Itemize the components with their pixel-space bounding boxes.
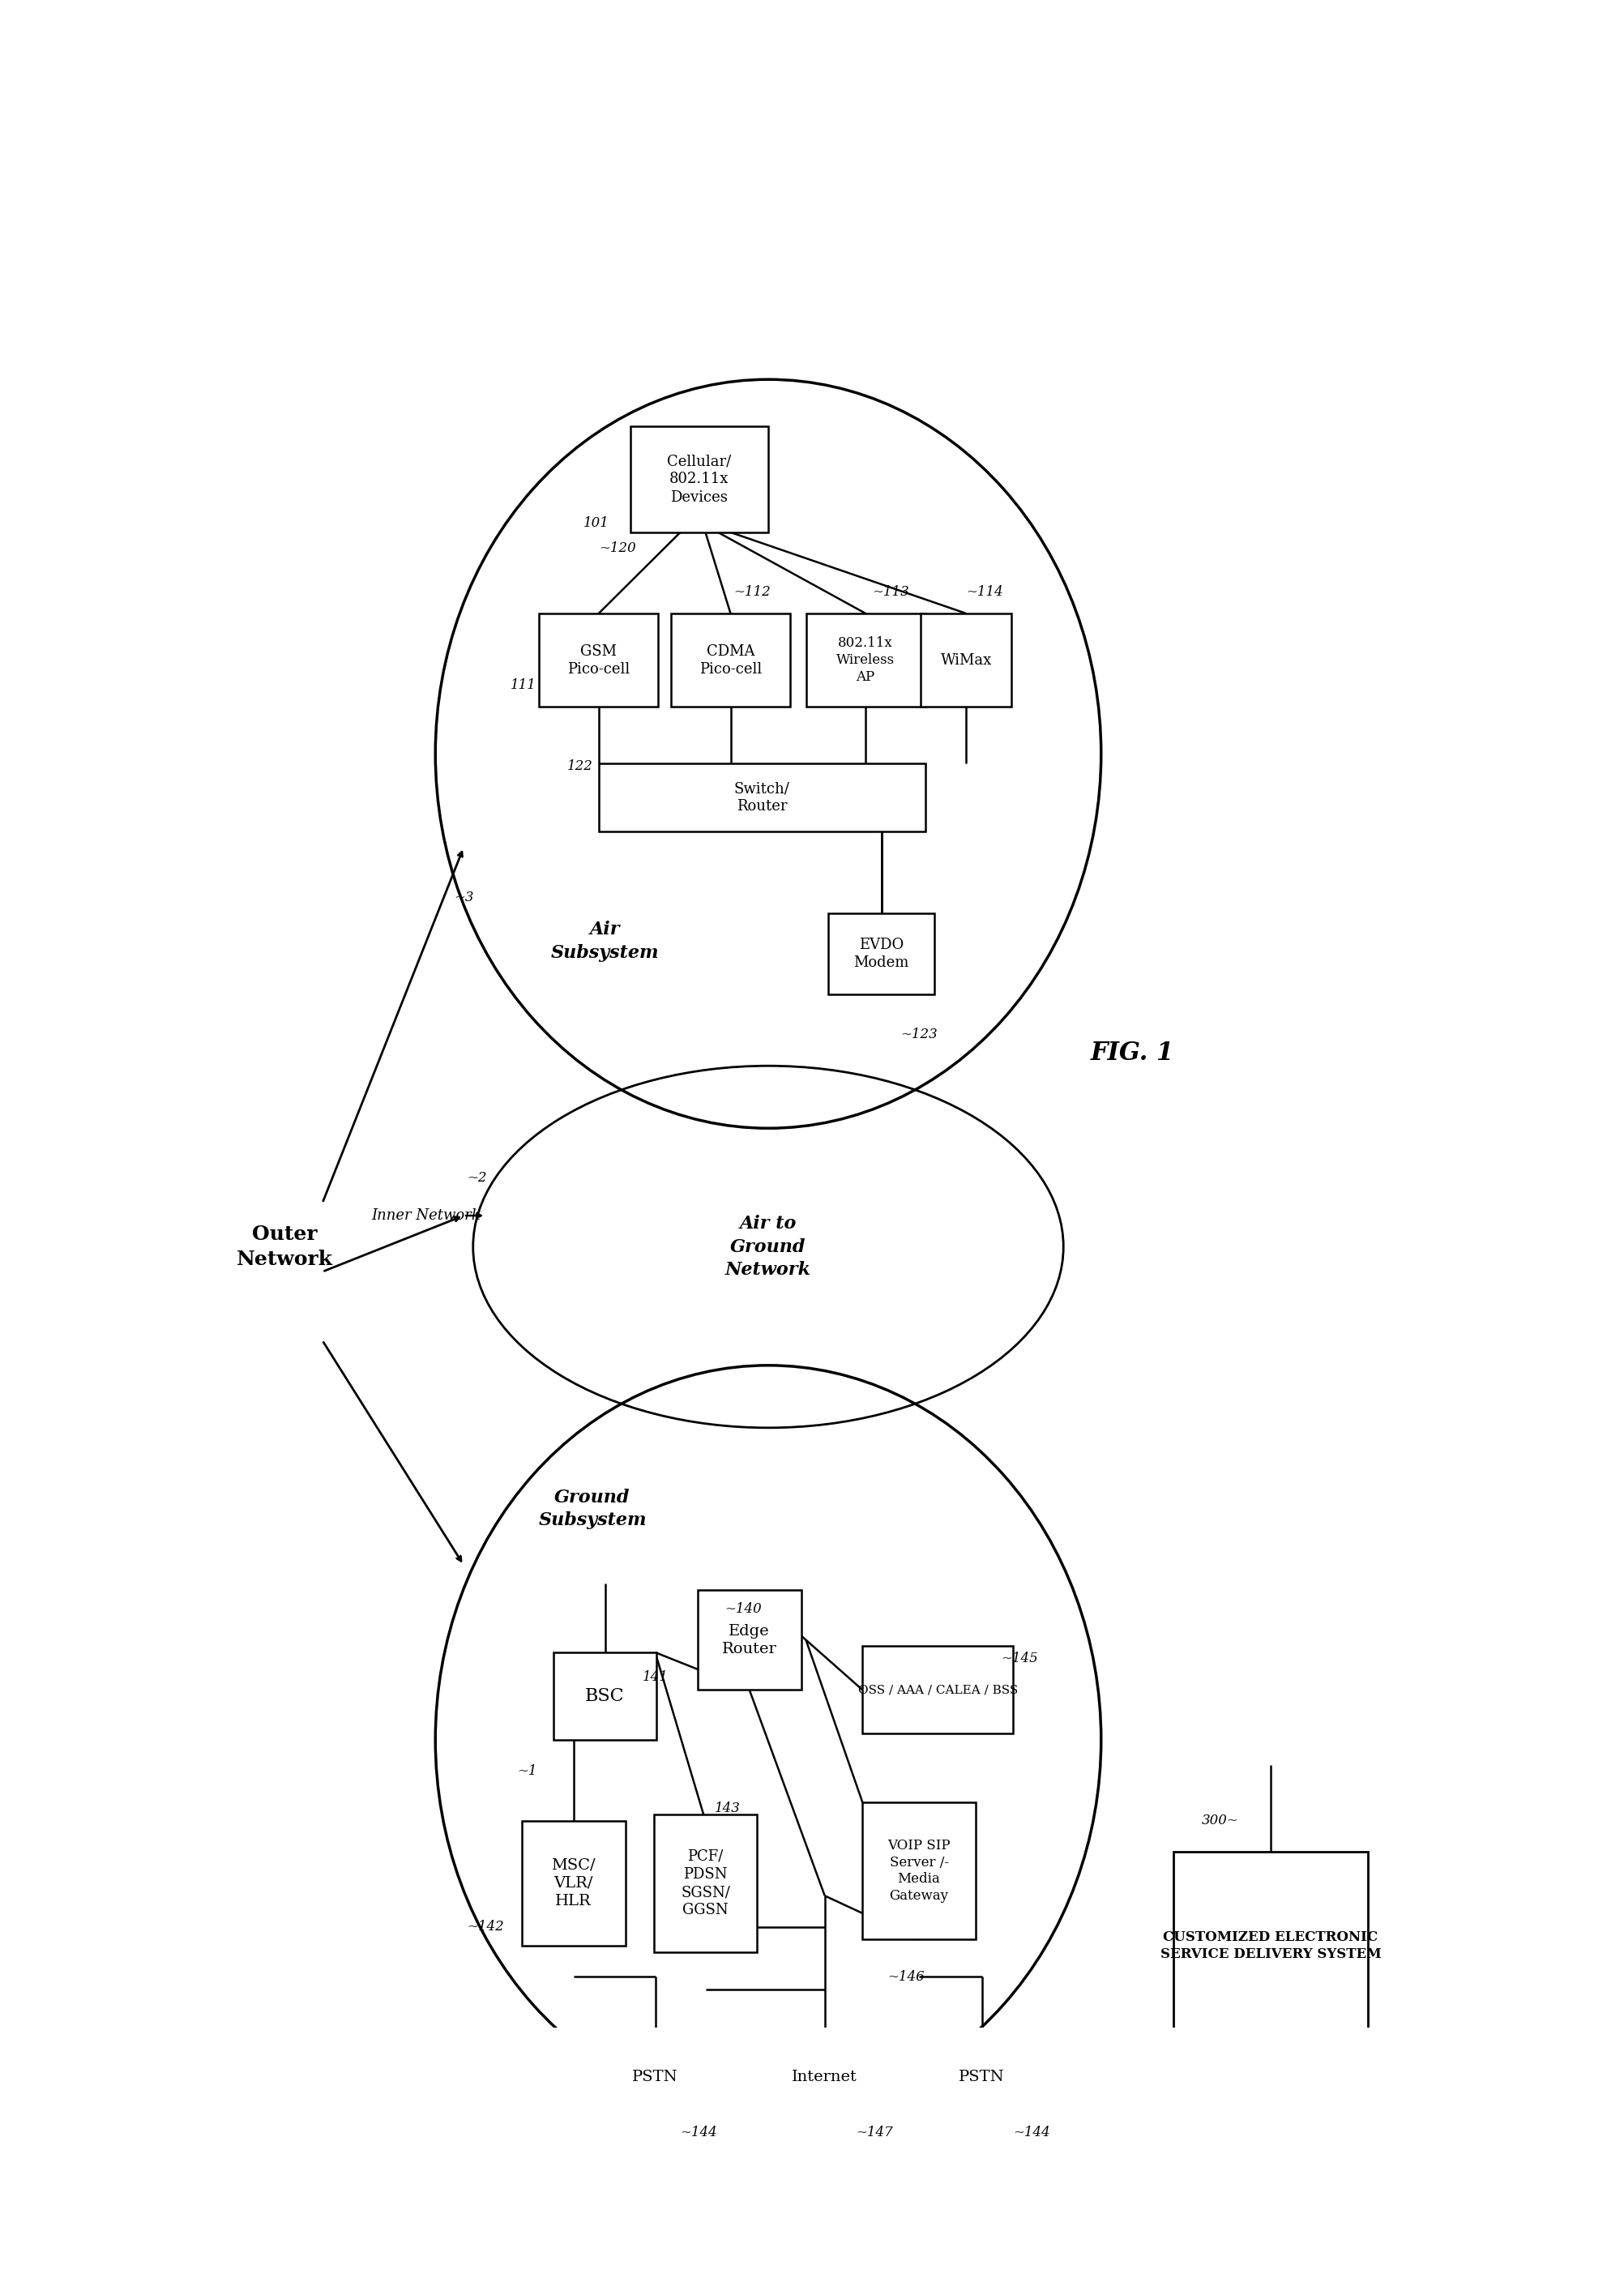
Bar [606,2046,705,2107]
Bar [932,2046,1031,2107]
Bar [521,1820,625,1945]
Bar [671,613,791,706]
Bar [1173,1852,1367,2039]
Text: 143: 143 [715,1802,741,1816]
Text: Switch/
Router: Switch/ Router [734,781,789,813]
Text: FIG. 1: FIG. 1 [1091,1041,1174,1066]
Bar [599,763,926,831]
Text: ~142: ~142 [466,1920,503,1934]
Text: ~2: ~2 [466,1171,487,1185]
Text: PSTN: PSTN [958,2068,1005,2084]
Text: Cellular/
802.11x
Devices: Cellular/ 802.11x Devices [667,453,731,503]
Text: 802.11x
Wireless
AP: 802.11x Wireless AP [836,636,895,683]
Text: EVDO
Modem: EVDO Modem [854,936,909,970]
Text: 300~: 300~ [1202,1813,1239,1827]
Text: Internet: Internet [793,2068,857,2084]
Bar [698,1590,801,1690]
Text: ~144: ~144 [1013,2125,1051,2139]
Text: WiMax: WiMax [940,654,992,667]
Text: ~114: ~114 [966,585,1004,599]
Text: ~112: ~112 [734,585,771,599]
Text: Air to
Ground
Network: Air to Ground Network [726,1214,810,1278]
Text: CUSTOMIZED ELECTRONIC
SERVICE DELIVERY SYSTEM: CUSTOMIZED ELECTRONIC SERVICE DELIVERY S… [1160,1929,1380,1961]
Text: ~120: ~120 [599,542,635,556]
Text: BSC: BSC [585,1688,625,1704]
Text: ~146: ~146 [888,1970,924,1984]
Bar [806,613,926,706]
Text: ~145: ~145 [1000,1652,1038,1665]
Text: GSM
Pico-cell: GSM Pico-cell [567,645,630,677]
Text: 111: 111 [510,679,536,693]
Bar [773,2046,877,2107]
Bar [653,1816,757,1952]
Text: Air
Subsystem: Air Subsystem [551,920,659,961]
Bar [539,613,658,706]
Text: CDMA
Pico-cell: CDMA Pico-cell [700,645,762,677]
Text: 122: 122 [567,759,593,772]
Text: ~147: ~147 [856,2125,893,2139]
Text: PSTN: PSTN [632,2068,679,2084]
Text: 101: 101 [583,517,609,531]
Text: Edge
Router: Edge Router [723,1624,776,1656]
Bar [630,426,768,533]
Text: ~1: ~1 [516,1763,538,1777]
Text: VOIP SIP
Server /-
Media
Gateway: VOIP SIP Server /- Media Gateway [888,1838,950,1902]
Text: OSS / AAA / CALEA / BSS: OSS / AAA / CALEA / BSS [857,1683,1018,1695]
Text: ~144: ~144 [680,2125,718,2139]
Text: Inner Network: Inner Network [372,1207,481,1223]
Text: PCF/
PDSN
SGSN/
GGSN: PCF/ PDSN SGSN/ GGSN [680,1850,731,1918]
Bar [862,1647,1013,1734]
Text: ~3: ~3 [455,891,474,904]
Text: ~123: ~123 [900,1027,937,1041]
Bar [554,1652,656,1740]
Text: MSC/
VLR/
HLR: MSC/ VLR/ HLR [552,1859,596,1909]
Bar [828,913,935,993]
Text: Ground
Subsystem: Ground Subsystem [538,1488,646,1529]
Text: ~140: ~140 [724,1601,762,1615]
Text: ~113: ~113 [872,585,909,599]
Text: Outer
Network: Outer Network [237,1223,333,1269]
Text: 141: 141 [643,1670,669,1683]
Bar [862,1802,976,1939]
Bar [921,613,1012,706]
